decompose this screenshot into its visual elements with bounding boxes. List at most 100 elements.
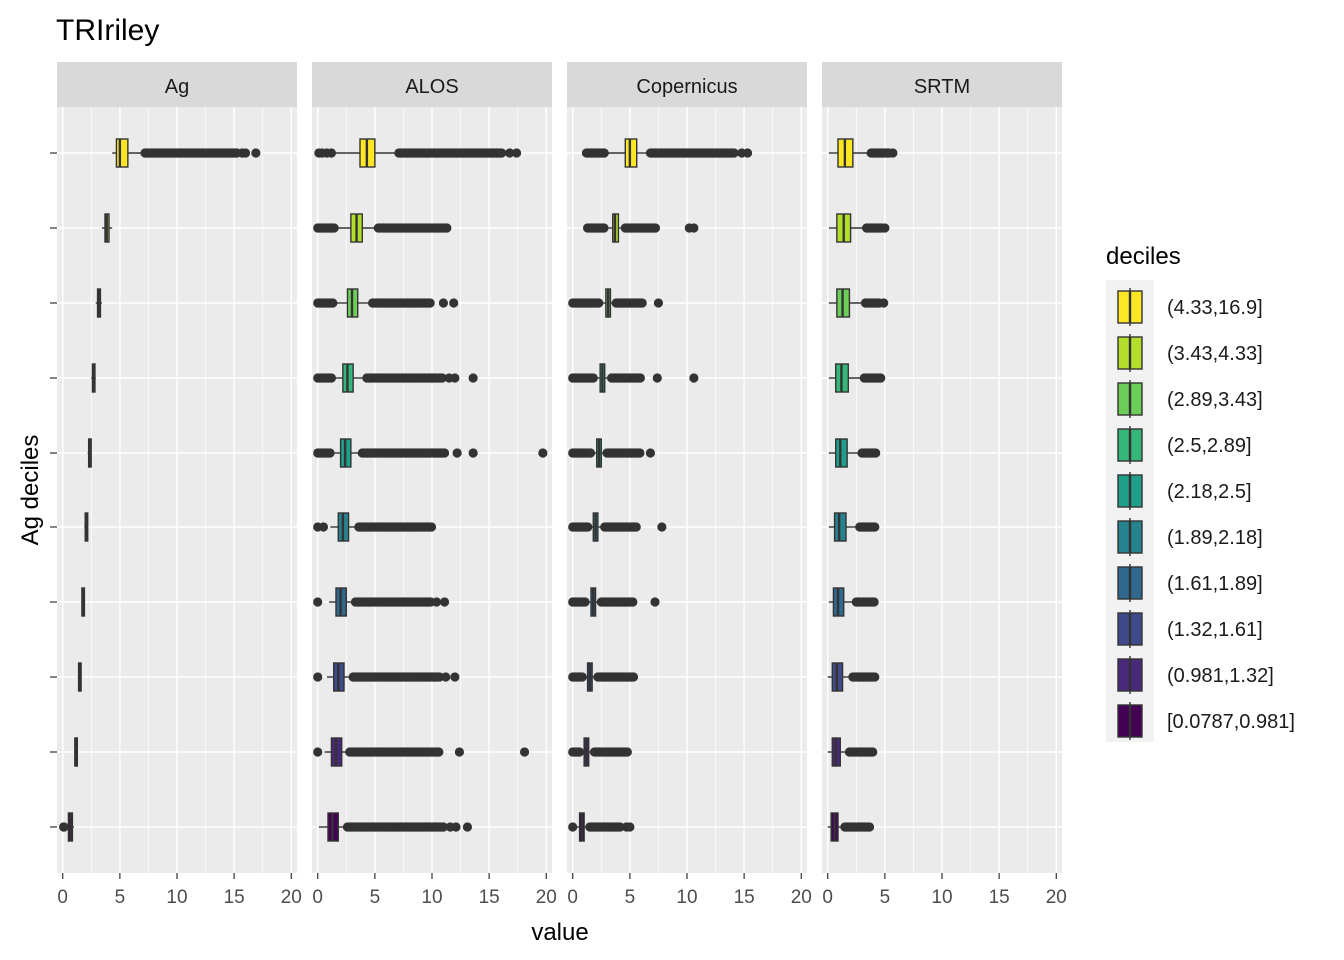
boxplot-5 xyxy=(568,512,667,542)
boxplot-0 xyxy=(314,138,522,168)
x-tick-label: 0 xyxy=(312,887,323,908)
boxplot-7 xyxy=(77,662,82,692)
outlier-point xyxy=(870,522,880,532)
legend-label: (3.43,4.33] xyxy=(1167,343,1263,365)
legend-label: (1.89,2.18] xyxy=(1167,527,1263,549)
boxplot-7 xyxy=(568,662,639,692)
outlier-point xyxy=(449,298,459,308)
outlier-point xyxy=(468,448,478,458)
outlier-point xyxy=(328,298,338,308)
outlier-point xyxy=(869,597,879,607)
legend-item: (3.43,4.33] xyxy=(1117,334,1263,372)
outlier-point xyxy=(650,223,661,233)
facet-alos: ALOS 0 5 10 15 20 xyxy=(312,62,557,908)
boxplot-4 xyxy=(87,438,92,468)
boxplot-3 xyxy=(568,363,699,393)
outlier-point xyxy=(441,672,451,682)
legend-label: (1.32,1.61] xyxy=(1167,619,1263,641)
x-tick-label: 20 xyxy=(791,887,812,908)
outlier-point xyxy=(437,373,447,383)
outlier-point xyxy=(468,373,478,383)
boxplot-8 xyxy=(73,737,79,767)
outlier-point xyxy=(657,522,667,532)
legend-item: (1.32,1.61] xyxy=(1117,610,1263,648)
outlier-point xyxy=(879,298,889,308)
boxplot-2 xyxy=(313,288,459,318)
facet-strip xyxy=(822,62,1062,107)
boxplot-2 xyxy=(95,288,102,318)
outlier-point xyxy=(568,822,578,832)
boxplot-6 xyxy=(568,587,660,617)
facet-label: ALOS xyxy=(405,76,458,98)
facet-label: Ag xyxy=(165,76,189,98)
outlier-point xyxy=(888,148,898,158)
outlier-point xyxy=(519,747,530,757)
boxplot-4 xyxy=(568,438,656,468)
outlier-point xyxy=(313,672,323,682)
boxplot-6 xyxy=(828,587,879,617)
outlier-point xyxy=(635,448,645,458)
outlier-point xyxy=(318,522,329,532)
boxplot-8 xyxy=(827,737,878,767)
boxplot-3 xyxy=(91,363,96,393)
x-tick-label: 5 xyxy=(625,887,636,908)
legend: deciles (4.33,16.9] (3.43,4.33] (2.89,3.43… xyxy=(1106,243,1295,742)
facet-strip xyxy=(57,62,297,107)
outlier-point xyxy=(880,223,890,233)
legend-item: (0.981,1.32] xyxy=(1117,656,1274,694)
x-axis-title: value xyxy=(531,919,588,946)
x-tick-label: 0 xyxy=(567,887,578,908)
boxplot-9 xyxy=(59,812,74,842)
outlier-point xyxy=(451,822,461,832)
outlier-point xyxy=(622,747,632,757)
facet-strip xyxy=(312,62,552,107)
y-axis-ticks xyxy=(50,152,57,828)
boxplot-7 xyxy=(313,662,460,692)
boxplot-3 xyxy=(313,363,478,393)
boxplot-9 xyxy=(568,812,635,842)
boxplot-5 xyxy=(828,512,880,542)
outlier-point xyxy=(439,597,450,607)
outlier-point xyxy=(497,148,507,158)
boxplot-9 xyxy=(827,812,875,842)
outlier-point xyxy=(313,597,323,607)
outlier-point xyxy=(426,522,437,532)
boxplot-0 xyxy=(581,138,753,168)
legend-item: (2.89,3.43] xyxy=(1117,380,1263,418)
outlier-point xyxy=(870,672,880,682)
outlier-point xyxy=(628,672,639,682)
legend-title: deciles xyxy=(1106,243,1181,270)
boxplot-1 xyxy=(828,213,890,243)
outlier-point xyxy=(729,148,739,158)
legend-item: (1.89,2.18] xyxy=(1117,518,1263,556)
legend-label: (1.61,1.89] xyxy=(1167,573,1263,595)
outlier-point xyxy=(594,298,604,308)
outlier-point xyxy=(652,373,662,383)
outlier-point xyxy=(329,223,339,233)
outlier-point xyxy=(637,298,647,308)
outlier-point xyxy=(462,822,473,832)
legend-label: [0.0787,0.981] xyxy=(1167,711,1295,733)
outlier-point xyxy=(434,747,444,757)
chart-title: TRIriley xyxy=(56,14,159,47)
facet-copernicus: Copernicus 0 5 10 15 20 xyxy=(567,62,812,908)
x-tick-label: 5 xyxy=(370,887,381,908)
boxplot-5 xyxy=(313,512,437,542)
outlier-point xyxy=(599,223,609,233)
y-axis-title: Ag deciles xyxy=(17,435,44,546)
outlier-point xyxy=(577,672,587,682)
outlier-point xyxy=(439,448,450,458)
box-iqr xyxy=(115,138,129,168)
outlier-point xyxy=(871,448,881,458)
x-tick-label: 20 xyxy=(536,887,557,908)
outlier-point xyxy=(876,373,886,383)
outlier-point xyxy=(628,597,638,607)
outlier-point xyxy=(615,822,625,832)
outlier-point xyxy=(583,522,593,532)
outlier-point xyxy=(538,448,548,458)
facet-srtm: SRTM 0 5 10 15 20 xyxy=(822,62,1067,908)
boxplot-4 xyxy=(828,438,881,468)
outlier-point xyxy=(450,672,460,682)
x-tick-label: 20 xyxy=(1046,887,1067,908)
outlier-point xyxy=(438,298,449,308)
